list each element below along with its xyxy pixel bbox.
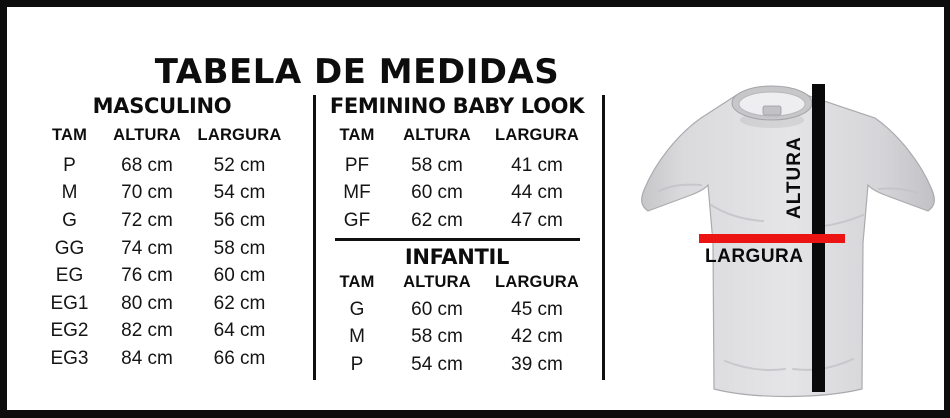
column-header-altura: ALTURA — [403, 125, 471, 144]
size-cell: EG3 — [50, 347, 89, 369]
vertical-divider — [313, 95, 316, 380]
table-infantil-title: INFANTIL — [404, 244, 510, 269]
largura-cell: 64 cm — [213, 320, 266, 342]
altura-cell: 60 cm — [411, 182, 463, 204]
size-cell: EG2 — [50, 320, 89, 342]
table-header-row: TAM ALTURA LARGURA — [322, 272, 592, 294]
largura-cell: 41 cm — [511, 154, 563, 176]
table-row: G 72 cm 56 cm — [37, 207, 287, 235]
altura-cell: 80 cm — [121, 292, 173, 314]
size-cell: GG — [54, 237, 85, 259]
column-header-tam: TAM — [339, 125, 375, 144]
largura-measure-bar — [699, 234, 845, 243]
table-row: P 68 cm 52 cm — [37, 152, 287, 180]
table-feminino-title: FEMININO BABY LOOK — [329, 94, 585, 118]
table-header-row: TAM ALTURA LARGURA — [322, 124, 592, 146]
table-row: MF 60 cm 44 cm — [322, 180, 592, 208]
size-cell: MF — [343, 182, 371, 204]
largura-label: LARGURA — [705, 246, 804, 267]
altura-cell: 68 cm — [121, 154, 173, 176]
table-row: GF 62 cm 47 cm — [322, 207, 592, 235]
page-title: TABELA DE MEDIDAS — [154, 51, 560, 92]
table-masculino-title: MASCULINO — [92, 94, 232, 118]
altura-cell: 58 cm — [411, 326, 463, 348]
altura-cell: 62 cm — [411, 209, 463, 231]
altura-cell: 72 cm — [121, 209, 173, 231]
altura-cell: 60 cm — [411, 298, 463, 320]
table-row: GG 74 cm 58 cm — [37, 235, 287, 263]
table-body: PF 58 cm 41 cm MF 60 cm 44 cm GF 62 cm 4… — [322, 152, 592, 235]
altura-cell: 76 cm — [121, 265, 173, 287]
altura-cell: 74 cm — [121, 237, 173, 259]
largura-cell: 44 cm — [511, 182, 563, 204]
largura-cell: 39 cm — [511, 353, 563, 375]
altura-cell: 58 cm — [411, 154, 463, 176]
column-header-largura: LARGURA — [495, 125, 579, 144]
table-body: G 60 cm 45 cm M 58 cm 42 cm P 54 cm 39 c… — [322, 296, 592, 379]
largura-cell: 54 cm — [213, 182, 266, 204]
altura-cell: 84 cm — [121, 347, 173, 369]
table-feminino-infantil: FEMININO BABY LOOK TAM ALTURA LARGURA PF… — [322, 93, 592, 379]
table-row: EG1 80 cm 62 cm — [37, 290, 287, 318]
table-masculino: MASCULINO TAM ALTURA LARGURA P 68 cm 52 … — [37, 93, 287, 373]
largura-cell: 45 cm — [511, 298, 563, 320]
column-header-altura: ALTURA — [113, 125, 181, 144]
table-header-row: TAM ALTURA LARGURA — [37, 124, 287, 146]
table-row: M 58 cm 42 cm — [322, 323, 592, 351]
largura-cell: 60 cm — [213, 265, 266, 287]
table-row: P 54 cm 39 cm — [322, 351, 592, 379]
size-cell: G — [349, 298, 365, 320]
size-cell: P — [350, 353, 364, 375]
largura-cell: 58 cm — [213, 237, 266, 259]
table-row: EG3 84 cm 66 cm — [37, 345, 287, 373]
table-row: G 60 cm 45 cm — [322, 296, 592, 324]
tshirt-figure: ALTURA LARGURA — [635, 73, 941, 409]
table-row: EG2 82 cm 64 cm — [37, 318, 287, 346]
column-header-largura: LARGURA — [495, 273, 579, 292]
altura-cell: 82 cm — [121, 320, 173, 342]
size-cell: P — [63, 154, 76, 176]
vertical-divider — [602, 95, 605, 380]
size-cell: EG — [55, 265, 84, 287]
column-header-largura: LARGURA — [197, 125, 282, 144]
largura-cell: 62 cm — [213, 292, 266, 314]
size-cell: GF — [343, 209, 371, 231]
size-cell: PF — [344, 154, 370, 176]
largura-cell: 52 cm — [213, 154, 266, 176]
section-separator — [335, 237, 580, 241]
largura-cell: 66 cm — [213, 347, 266, 369]
table-body: P 68 cm 52 cm M 70 cm 54 cm G 72 cm 56 c… — [37, 152, 287, 373]
size-cell: EG1 — [50, 292, 89, 314]
table-row: EG 76 cm 60 cm — [37, 262, 287, 290]
largura-cell: 56 cm — [213, 209, 266, 231]
largura-cell: 47 cm — [511, 209, 563, 231]
size-cell: M — [349, 326, 365, 348]
column-header-tam: TAM — [339, 273, 375, 292]
column-header-altura: ALTURA — [403, 273, 471, 292]
neck-label-tag — [762, 105, 782, 116]
size-cell: M — [61, 182, 78, 204]
table-row: PF 58 cm 41 cm — [322, 152, 592, 180]
column-header-tam: TAM — [51, 125, 88, 144]
altura-cell: 54 cm — [411, 353, 463, 375]
largura-cell: 42 cm — [511, 326, 563, 348]
altura-label: ALTURA — [784, 136, 805, 220]
size-cell: G — [62, 209, 77, 231]
table-row: M 70 cm 54 cm — [37, 180, 287, 208]
altura-cell: 70 cm — [121, 182, 173, 204]
